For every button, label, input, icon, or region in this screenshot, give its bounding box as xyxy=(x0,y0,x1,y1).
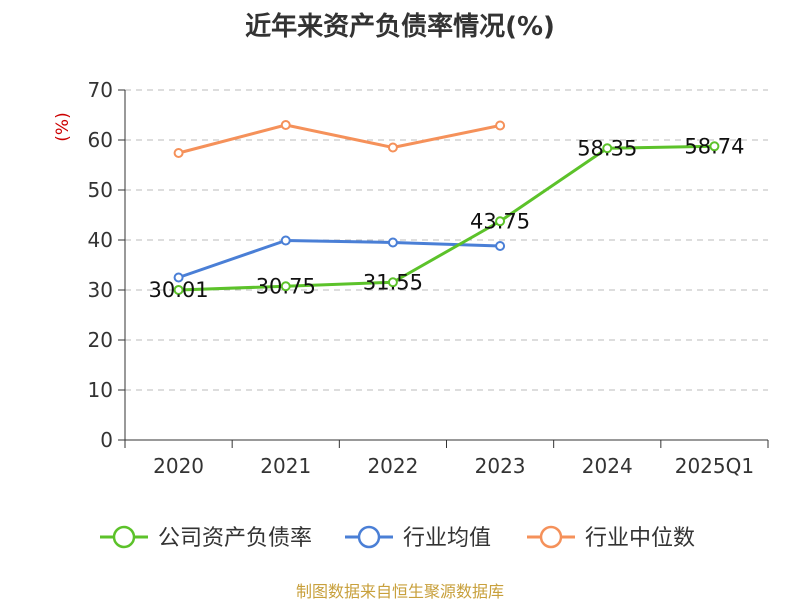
data-point[interactable] xyxy=(387,277,398,288)
data-point[interactable] xyxy=(280,281,291,292)
x-tick-label: 2023 xyxy=(475,454,526,478)
y-tick-label: 60 xyxy=(88,128,113,152)
data-label: 58.35 xyxy=(577,136,637,160)
grid-lines xyxy=(125,89,768,391)
legend-item[interactable]: 行业均值 xyxy=(345,525,491,551)
legend-label: 行业中位数 xyxy=(585,526,695,551)
data-labels-layer: 30.01 30.75 31.55 43.75 58.35 58.74 xyxy=(149,134,745,302)
data-point[interactable] xyxy=(280,235,291,246)
data-label: 58.74 xyxy=(684,134,744,158)
x-tick-label: 2025Q1 xyxy=(675,454,754,478)
data-point[interactable] xyxy=(173,272,184,283)
data-point[interactable] xyxy=(495,216,506,227)
data-label: 43.75 xyxy=(470,209,530,233)
legend-marker xyxy=(539,525,563,549)
axes: 0 10 20 30 40 50 60 70 2020 2021 2022 2023 2024 2025Q… xyxy=(88,78,769,478)
y-tick-label: 30 xyxy=(88,278,113,302)
data-point[interactable] xyxy=(495,120,506,131)
x-tick-label: 2020 xyxy=(153,454,204,478)
data-point[interactable] xyxy=(709,141,720,152)
data-label: 30.75 xyxy=(256,274,316,298)
series-1 xyxy=(173,235,506,283)
series-layer xyxy=(173,120,720,295)
legend-label: 公司资产负债率 xyxy=(158,526,312,551)
y-axis-unit-label: (%) xyxy=(53,112,73,141)
legend-item[interactable]: 公司资产负债率 xyxy=(100,525,312,551)
legend-label: 行业均值 xyxy=(403,526,491,551)
data-point[interactable] xyxy=(495,241,506,251)
series-line xyxy=(178,144,715,292)
y-tick-label: 20 xyxy=(88,328,113,352)
data-point[interactable] xyxy=(387,237,398,248)
y-tick-label: 0 xyxy=(100,428,113,452)
data-point[interactable] xyxy=(387,142,398,153)
y-tick-label: 40 xyxy=(88,228,113,252)
series-line xyxy=(178,123,501,155)
legend-marker xyxy=(112,525,136,549)
data-point[interactable] xyxy=(280,120,291,130)
y-tick-label: 70 xyxy=(88,78,113,102)
legend[interactable]: 公司资产负债率 行业均值 行业中位数 xyxy=(100,525,695,551)
x-tick-label: 2024 xyxy=(582,454,633,478)
legend-marker xyxy=(357,525,381,549)
source-note: 制图数据来自恒生聚源数据库 xyxy=(295,582,504,601)
y-tick-label: 50 xyxy=(88,178,113,202)
x-tick-label: 2021 xyxy=(260,454,311,478)
series-0 xyxy=(173,141,720,295)
series-2 xyxy=(173,120,506,158)
x-tick-label: 2022 xyxy=(367,454,418,478)
data-point[interactable] xyxy=(602,143,613,154)
data-label: 30.01 xyxy=(149,278,209,302)
data-point[interactable] xyxy=(173,148,184,158)
legend-item[interactable]: 行业中位数 xyxy=(527,525,695,551)
y-tick-label: 10 xyxy=(88,378,113,402)
data-point[interactable] xyxy=(173,284,184,295)
chart-title: 近年来资产负债率情况(%) xyxy=(245,12,555,42)
data-label: 31.55 xyxy=(363,270,423,294)
series-line xyxy=(178,239,501,279)
